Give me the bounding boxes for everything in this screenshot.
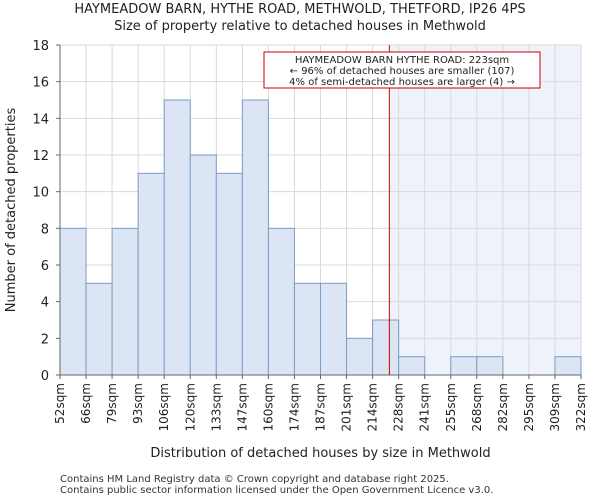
bar [163, 99, 191, 376]
bar [293, 282, 322, 376]
x-tick-label: 93sqm [131, 383, 145, 424]
bar [554, 356, 582, 376]
y-tick-label: 10 [32, 186, 49, 201]
y-tick-label: 16 [32, 76, 49, 91]
bar [241, 99, 269, 376]
bar [111, 227, 139, 376]
bar [476, 356, 504, 376]
bar [346, 337, 374, 376]
y-tick-label: 18 [32, 39, 49, 54]
bar [372, 319, 400, 376]
bar [450, 356, 478, 376]
x-tick-label: 255sqm [444, 383, 458, 431]
x-tick-label: 120sqm [183, 383, 197, 431]
y-tick-label: 2 [41, 332, 49, 347]
bar [320, 282, 348, 376]
bar [398, 356, 426, 376]
bar [267, 227, 295, 376]
x-tick-label: 268sqm [470, 383, 484, 431]
y-tick-label: 8 [41, 222, 49, 237]
x-axis-title: Distribution of detached houses by size … [150, 446, 490, 461]
bar [59, 227, 87, 376]
x-tick-label: 241sqm [418, 383, 432, 431]
footer-line2: Contains public sector information licen… [60, 485, 494, 496]
x-tick-label: 295sqm [522, 383, 536, 431]
x-tick-label: 309sqm [548, 383, 562, 431]
annotation-text: ← 96% of detached houses are smaller (10… [290, 66, 515, 77]
x-tick-label: 52sqm [53, 383, 67, 424]
x-tick-label: 66sqm [79, 383, 93, 424]
x-tick-label: 160sqm [261, 383, 275, 431]
x-tick-label: 106sqm [157, 383, 171, 431]
x-tick-label: 228sqm [392, 383, 406, 431]
y-tick-label: 14 [32, 112, 49, 127]
highlight-region [389, 45, 581, 375]
y-tick-label: 12 [32, 149, 49, 164]
x-tick-label: 282sqm [496, 383, 510, 431]
x-tick-label: 187sqm [314, 383, 328, 431]
bar [137, 172, 165, 376]
annotation-text: 4% of semi-detached houses are larger (4… [289, 77, 515, 88]
y-axis-title: Number of detached properties [4, 108, 19, 313]
bar [189, 154, 217, 376]
x-tick-label: 201sqm [340, 383, 354, 431]
x-tick-label: 147sqm [235, 383, 249, 431]
x-tick-label: 174sqm [287, 383, 301, 431]
footer-line1: Contains HM Land Registry data © Crown c… [60, 474, 449, 485]
x-tick-label: 214sqm [366, 383, 380, 431]
annotation-text: HAYMEADOW BARN HYTHE ROAD: 223sqm [295, 55, 509, 66]
x-tick-label: 133sqm [209, 383, 223, 431]
annotation-box [263, 51, 541, 89]
y-tick-label: 6 [41, 259, 49, 274]
y-tick-label: 0 [41, 369, 49, 384]
y-tick-label: 4 [41, 296, 49, 311]
chart-title-line1: HAYMEADOW BARN, HYTHE ROAD, METHWOLD, TH… [74, 2, 526, 17]
chart-title-line2: Size of property relative to detached ho… [114, 19, 486, 34]
bar [85, 282, 113, 376]
bar [215, 172, 243, 376]
x-tick-label: 79sqm [105, 383, 119, 424]
x-tick-label: 322sqm [574, 383, 588, 431]
